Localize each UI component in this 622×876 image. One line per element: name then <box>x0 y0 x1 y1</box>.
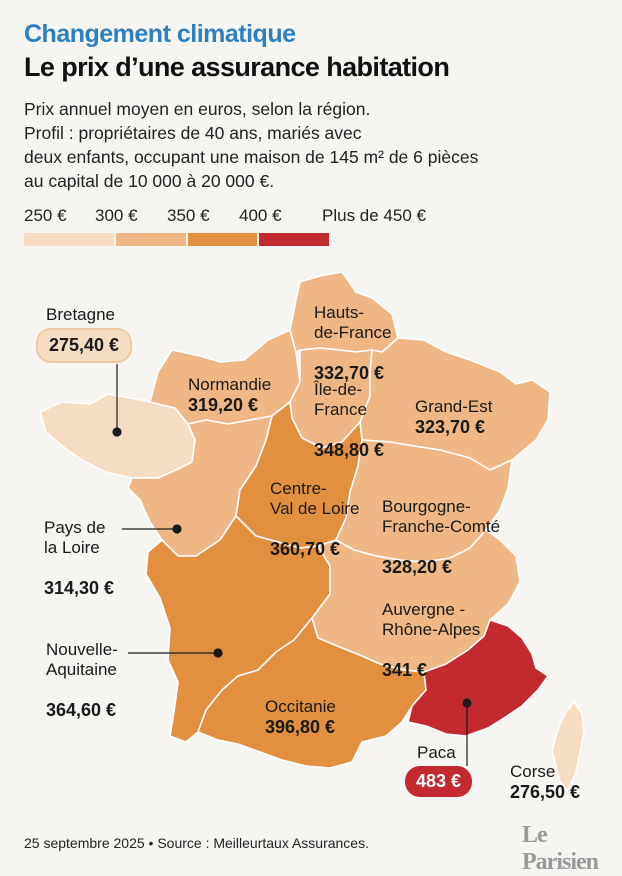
subtitle-line: Profil : propriétaires de 40 ans, mariés… <box>24 123 362 143</box>
region-name: Corse <box>510 762 556 781</box>
legend-label-250: 250 € <box>24 206 67 225</box>
region-corse <box>551 701 585 791</box>
region-name: Hauts- de-France <box>314 303 392 342</box>
le-parisien-logo: Le Parisien <box>522 822 599 875</box>
region-name: Paca <box>417 743 456 762</box>
region-value: 364,60 € <box>46 700 117 720</box>
region-value: 360,70 € <box>270 539 341 559</box>
region-value: 276,50 € <box>510 782 581 802</box>
region-name: Normandie <box>188 375 272 394</box>
label-normandie: Normandie 319,20 € <box>188 375 271 415</box>
subtitle: Prix annuel moyen en euros, selon la rég… <box>24 97 604 193</box>
region-name: Île-de- France <box>314 380 367 419</box>
label-auvergne-rhone-alpes: Auvergne - Rhône-Alpes 341 € <box>382 580 480 700</box>
label-ile-de-france: Île-de- France 348,80 € <box>314 360 384 480</box>
region-name: Nouvelle- Aquitaine <box>46 640 118 679</box>
region-value: 319,20 € <box>188 395 259 415</box>
legend-label-300: 300 € <box>95 206 138 225</box>
region-name: Centre- Val de Loire <box>270 479 360 518</box>
badge-paca: 483 € <box>405 766 473 797</box>
label-hauts-de-france: Hauts- de-France 332,70 € <box>314 283 391 403</box>
region-value: 396,80 € <box>265 717 336 737</box>
label-occitanie: Occitanie 396,80 € <box>265 697 336 737</box>
leader-dot-bretagne <box>112 427 122 437</box>
region-name: Auvergne - Rhône-Alpes <box>382 600 481 639</box>
badge-bretagne: 275,40 € <box>36 328 133 363</box>
legend-swatch-4 <box>259 233 329 246</box>
leader-dot-paca <box>462 698 472 708</box>
legend-swatch-1 <box>24 233 114 246</box>
legend-label-350: 350 € <box>167 206 210 225</box>
legend-swatch-3 <box>188 233 257 246</box>
subtitle-line: deux enfants, occupant une maison de 145… <box>24 147 479 167</box>
source-footer: 25 septembre 2025 • Source : Meilleurtau… <box>24 835 369 851</box>
region-value: 328,20 € <box>382 557 453 577</box>
subtitle-line: Prix annuel moyen en euros, selon la rég… <box>24 99 371 119</box>
label-corse: Corse 276,50 € <box>510 762 580 802</box>
legend-swatch-2 <box>116 233 186 246</box>
leader-dot-nouvelle-aquitaine <box>213 648 223 658</box>
legend-label-400: 400 € <box>239 206 282 225</box>
region-value: 323,70 € <box>415 417 486 437</box>
label-grand-est: Grand-Est 323,70 € <box>415 397 492 437</box>
kicker-title: Changement climatique <box>24 20 296 48</box>
region-name: Occitanie <box>265 697 336 716</box>
label-paca: Paca <box>417 743 456 763</box>
page-title: Le prix d’une assurance habitation <box>24 52 450 82</box>
region-value: 341 € <box>382 660 428 680</box>
label-bretagne: Bretagne <box>46 305 115 325</box>
region-paca <box>407 619 549 737</box>
region-value: 348,80 € <box>314 440 385 460</box>
leader-dot-pays-de-la-loire <box>172 524 182 534</box>
subtitle-line: au capital de 10 000 à 20 000 €. <box>24 171 275 191</box>
region-name: Pays de la Loire <box>44 518 106 557</box>
label-pays-de-la-loire: Pays de la Loire 314,30 € <box>44 498 114 618</box>
region-value: 332,70 € <box>314 363 385 383</box>
label-bourgogne-franche-comte: Bourgogne- Franche-Comté 328,20 € <box>382 477 500 597</box>
region-name: Bourgogne- Franche-Comté <box>382 497 501 536</box>
label-nouvelle-aquitaine: Nouvelle- Aquitaine 364,60 € <box>46 620 118 740</box>
label-centre-val-de-loire: Centre- Val de Loire 360,70 € <box>270 459 359 579</box>
region-value: 314,30 € <box>44 578 115 598</box>
legend-label-450: Plus de 450 € <box>322 206 426 225</box>
region-name: Bretagne <box>46 305 115 324</box>
region-name: Grand-Est <box>415 397 493 416</box>
